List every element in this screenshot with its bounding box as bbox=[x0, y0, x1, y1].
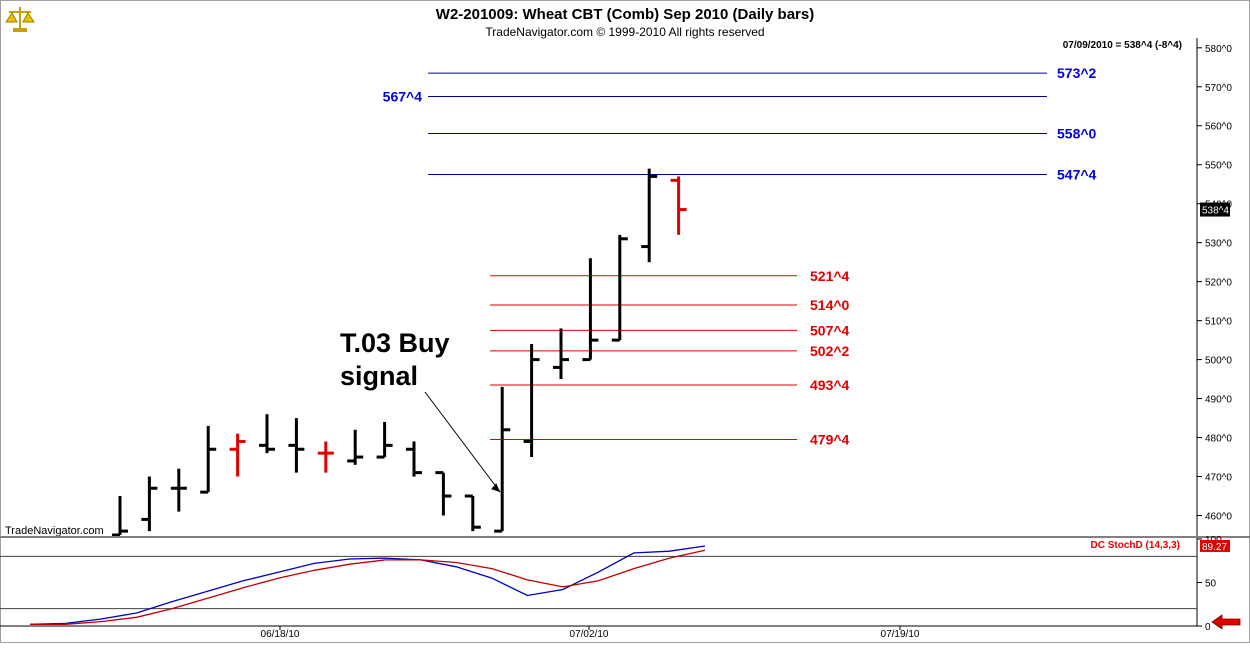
price-bar bbox=[582, 258, 599, 362]
price-tick-label: 580^0 bbox=[1205, 44, 1232, 55]
price-bar bbox=[112, 496, 128, 537]
chart-subtitle: TradeNavigator.com © 1999-2010 All right… bbox=[485, 25, 764, 39]
price-tick-label: 530^0 bbox=[1205, 239, 1232, 250]
last-price-box bbox=[1200, 202, 1230, 217]
price-bar bbox=[435, 471, 452, 516]
quote-readout: 07/09/2010 = 538^4 (-8^4) bbox=[1063, 40, 1182, 51]
price-bar bbox=[464, 494, 481, 532]
resistance-level-label: 547^4 bbox=[1057, 166, 1097, 182]
price-bar bbox=[200, 425, 217, 494]
price-bar bbox=[611, 234, 628, 342]
price-bar bbox=[170, 468, 187, 512]
resistance-level-label: 567^4 bbox=[383, 89, 423, 105]
price-bar bbox=[347, 429, 364, 465]
price-bar bbox=[288, 418, 305, 473]
support-level-label: 507^4 bbox=[810, 322, 850, 338]
support-level-label: 502^2 bbox=[810, 343, 850, 359]
annotation-line2: signal bbox=[340, 361, 418, 391]
price-bar bbox=[494, 386, 511, 533]
price-tick-label: 500^0 bbox=[1205, 356, 1232, 367]
scales-icon bbox=[5, 4, 35, 34]
price-bar bbox=[229, 433, 246, 477]
price-bar bbox=[523, 344, 540, 458]
price-bar bbox=[141, 476, 158, 532]
chart-title: W2-201009: Wheat CBT (Comb) Sep 2010 (Da… bbox=[436, 6, 814, 23]
time-tick-label: 07/02/10 bbox=[570, 629, 609, 640]
price-axis: 460^0 470^0 480^0 490^0 500^0 510^0 520^0 530^0… bbox=[1196, 38, 1232, 626]
price-bar bbox=[670, 176, 687, 235]
last-price-label: 538^4 bbox=[1202, 206, 1229, 217]
price-bars bbox=[112, 168, 687, 537]
price-tick-label: 560^0 bbox=[1205, 122, 1232, 133]
stoch-tick-label: 0 bbox=[1205, 622, 1211, 633]
price-tick-label: 460^0 bbox=[1205, 512, 1232, 523]
time-tick-label: 07/19/10 bbox=[881, 629, 920, 640]
price-tick-label: 570^0 bbox=[1205, 83, 1232, 94]
resistance-level-label: 558^0 bbox=[1057, 126, 1097, 142]
annotation-arrow-head bbox=[491, 483, 501, 493]
price-tick-label: 550^0 bbox=[1205, 161, 1232, 172]
price-tick-label: 490^0 bbox=[1205, 395, 1232, 406]
time-tick-label: 06/18/10 bbox=[261, 629, 300, 640]
price-tick-label: 510^0 bbox=[1205, 317, 1232, 328]
annotation-line1: T.03 Buy bbox=[340, 328, 450, 358]
resistance-level-label: 573^2 bbox=[1057, 65, 1097, 81]
watermark-text: TradeNavigator.com bbox=[5, 525, 104, 537]
stoch-d-line bbox=[30, 549, 706, 625]
price-tick-label: 480^0 bbox=[1205, 434, 1232, 445]
annotation-arrow-line bbox=[424, 391, 501, 493]
price-bar bbox=[553, 328, 569, 380]
stochastic-panel: 050100DC StochD (14,3,3)89.27 bbox=[0, 535, 1250, 633]
price-bar bbox=[406, 441, 422, 477]
price-bar bbox=[376, 421, 393, 459]
stoch-tick-label: 50 bbox=[1205, 579, 1217, 590]
left-arrow-icon[interactable] bbox=[1211, 614, 1241, 630]
time-axis: 06/18/10 07/02/10 07/19/10 bbox=[0, 625, 1197, 640]
price-bar bbox=[641, 168, 658, 263]
support-level-label: 514^0 bbox=[810, 297, 850, 313]
support-level-label: 521^4 bbox=[810, 268, 850, 284]
price-bar bbox=[259, 414, 275, 454]
price-levels: 573^2 567^4 558^0 547^4 521^4 514^0 507^4 502^2… bbox=[383, 65, 1097, 447]
price-tick-label: 470^0 bbox=[1205, 473, 1232, 484]
stoch-k-line bbox=[29, 545, 706, 625]
stoch-last-label: 89.27 bbox=[1202, 542, 1227, 553]
price-tick-label: 520^0 bbox=[1205, 278, 1232, 289]
support-level-label: 479^4 bbox=[810, 432, 850, 448]
stoch-title: DC StochD (14,3,3) bbox=[1091, 540, 1180, 551]
stoch-last-box bbox=[1200, 539, 1230, 552]
support-level-label: 493^4 bbox=[810, 377, 850, 393]
price-bar bbox=[317, 441, 334, 473]
